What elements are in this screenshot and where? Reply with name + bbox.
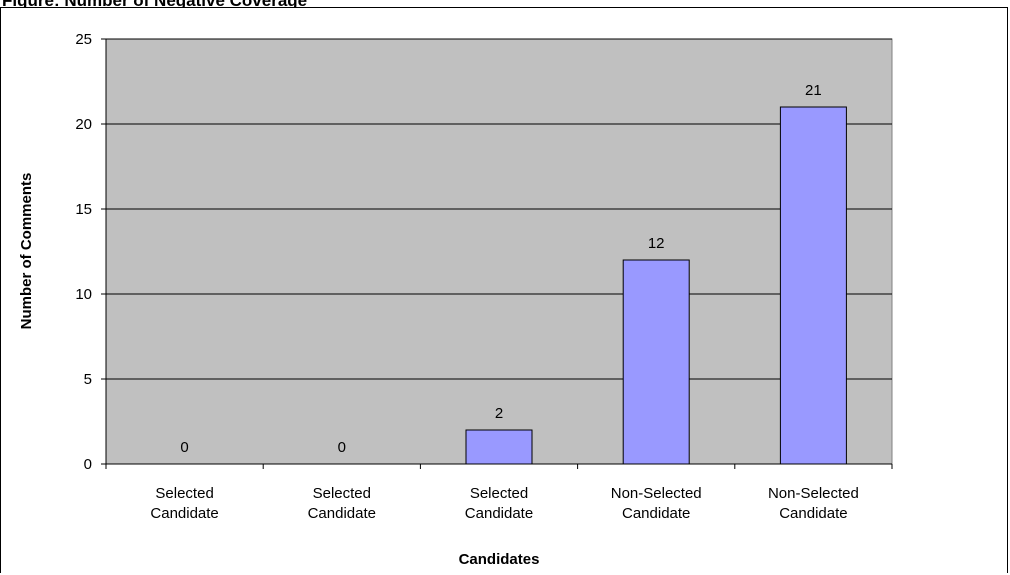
y-tick-label: 15 bbox=[75, 201, 92, 218]
y-tick-label: 10 bbox=[75, 286, 92, 303]
bar-chart: 0 5 10 15 20 25 0 Selected Candidate 0 Selected Ca… bbox=[18, 31, 893, 568]
bar bbox=[465, 429, 533, 465]
bar bbox=[779, 106, 847, 465]
x-tick-label: Candidate bbox=[150, 505, 218, 522]
x-tick-label: Selected bbox=[313, 485, 371, 502]
data-label: 0 bbox=[338, 439, 346, 456]
x-tick-label: Non-Selected bbox=[768, 485, 859, 502]
x-tick-label: Selected bbox=[470, 485, 528, 502]
x-tick-label: Selected bbox=[155, 485, 213, 502]
x-tick-label: Non-Selected bbox=[611, 485, 702, 502]
x-axis-label: Candidates bbox=[459, 551, 540, 568]
chart-frame: 0 5 10 15 20 25 0 Selected Candidate 0 Selected Ca… bbox=[0, 7, 1008, 573]
data-label: 2 bbox=[495, 405, 503, 422]
bar bbox=[622, 259, 690, 465]
y-tick-label: 20 bbox=[75, 116, 92, 133]
x-tick-label: Candidate bbox=[308, 505, 376, 522]
plot-area bbox=[105, 38, 893, 465]
figure-title: Figure: Number of Negative Coverage bbox=[2, 0, 308, 10]
data-label: 12 bbox=[648, 235, 665, 252]
y-axis-label: Number of Comments bbox=[18, 173, 35, 330]
y-tick-label: 5 bbox=[84, 371, 92, 388]
x-tick-label: Candidate bbox=[465, 505, 533, 522]
data-label: 21 bbox=[805, 82, 822, 99]
data-label: 0 bbox=[180, 439, 188, 456]
y-tick-label: 0 bbox=[84, 456, 92, 473]
x-tick-label: Candidate bbox=[779, 505, 847, 522]
x-tick-label: Candidate bbox=[622, 505, 690, 522]
y-tick-label: 25 bbox=[75, 31, 92, 48]
